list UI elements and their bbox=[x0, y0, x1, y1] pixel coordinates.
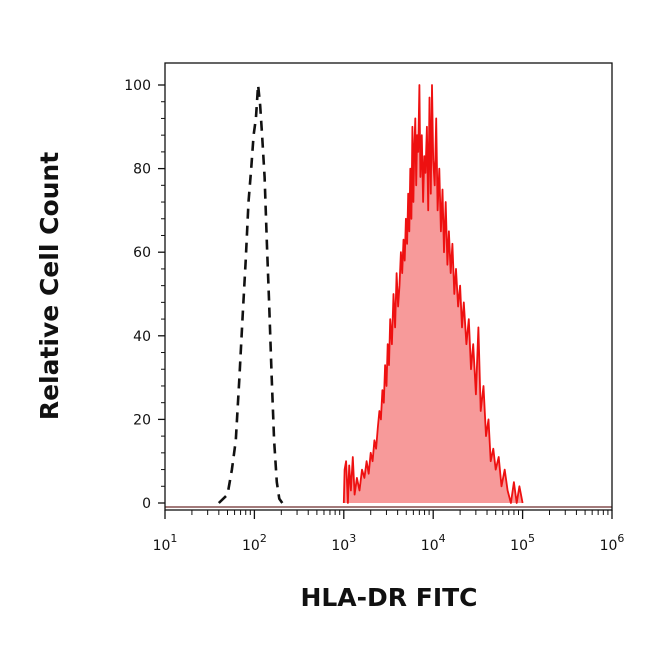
series-1-line bbox=[342, 84, 524, 504]
y-tick-label: 60 bbox=[133, 245, 151, 261]
axes: 0 20 40 60 80 100 101 102 103 104 105 106 bbox=[124, 62, 625, 554]
x-axis-title: HLA-DR FITC bbox=[300, 583, 477, 612]
series-1-fill bbox=[343, 85, 523, 503]
y-tick-label: 80 bbox=[133, 162, 151, 178]
x-tick-label: 106 bbox=[600, 532, 625, 554]
y-tick-label: 20 bbox=[133, 412, 151, 428]
x-tick-label: 105 bbox=[510, 532, 535, 554]
y-tick-label: 100 bbox=[124, 78, 151, 94]
x-tick-label: 103 bbox=[331, 532, 356, 554]
y-axis-title: Relative Cell Count bbox=[35, 152, 64, 420]
plot-area bbox=[165, 83, 612, 508]
x-tick-label: 102 bbox=[242, 532, 267, 554]
y-tick-label: 40 bbox=[133, 329, 151, 345]
x-tick-label: 104 bbox=[421, 532, 446, 554]
y-tick-label: 0 bbox=[142, 496, 151, 512]
series-0-line bbox=[217, 83, 284, 504]
plot-frame bbox=[164, 62, 613, 511]
x-tick-label: 101 bbox=[153, 532, 178, 554]
